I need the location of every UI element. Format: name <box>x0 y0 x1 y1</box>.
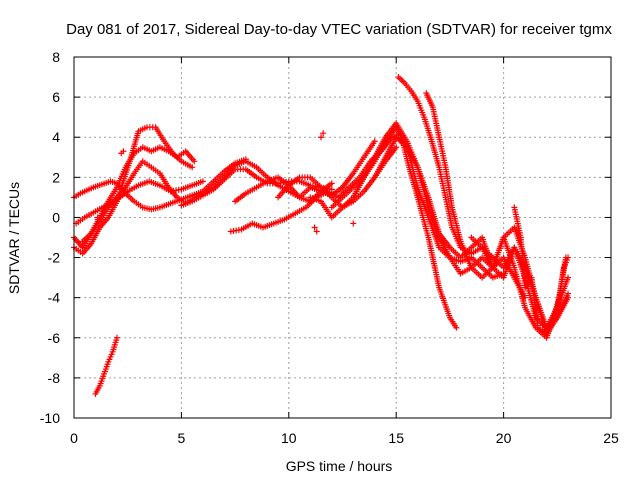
data-point <box>393 144 400 151</box>
plot-frame <box>73 56 612 419</box>
y-tick-label: 2 <box>52 169 60 185</box>
data-point <box>320 130 327 137</box>
series-track-8 <box>210 138 378 201</box>
data-point <box>371 138 378 145</box>
data-point <box>189 164 196 171</box>
data-point <box>199 178 206 185</box>
x-tick-label: 0 <box>70 430 78 446</box>
grid-lines <box>74 57 611 418</box>
y-tick-label: 8 <box>52 49 60 65</box>
series-track-17 <box>423 90 572 337</box>
series-track-15 <box>393 134 572 341</box>
data-point <box>565 254 572 261</box>
data-point <box>311 224 318 231</box>
x-tick-label: 25 <box>603 430 619 446</box>
y-tick-label: 4 <box>52 129 60 145</box>
y-tick-label: -6 <box>48 330 61 346</box>
chart-title: Day 081 of 2017, Sidereal Day-to-day VTE… <box>66 21 612 38</box>
data-points <box>71 74 572 397</box>
series-track-19 <box>511 204 572 337</box>
data-point <box>120 148 127 155</box>
y-tick-label: -10 <box>40 410 60 426</box>
data-point <box>318 134 325 141</box>
y-axis-label: SDTVAR / TECUs <box>6 182 22 294</box>
data-point <box>113 334 120 341</box>
series-track-6 <box>92 334 120 397</box>
data-point <box>350 220 357 227</box>
x-tick-label: 10 <box>281 430 297 446</box>
series-outliers <box>94 130 357 235</box>
data-point <box>94 216 101 223</box>
y-tick-label: -4 <box>48 290 61 306</box>
axis-ticks <box>73 56 612 419</box>
x-tick-label: 5 <box>178 430 186 446</box>
y-tick-label: -8 <box>48 370 61 386</box>
data-point <box>565 294 572 301</box>
tick-labels: 0 5 10 15 20 25 -10 -8 -6 -4 -2 0 2 4 6 8 <box>40 49 619 446</box>
data-point <box>191 158 198 165</box>
x-tick-label: 20 <box>496 430 512 446</box>
data-point <box>313 228 320 235</box>
series-track-14 <box>371 134 460 331</box>
y-tick-label: 0 <box>52 209 60 225</box>
data-point <box>565 274 572 281</box>
y-tick-label: 6 <box>52 89 60 105</box>
x-axis-label: GPS time / hours <box>286 458 393 474</box>
data-point <box>328 180 335 187</box>
y-tick-label: -2 <box>48 250 61 266</box>
data-point <box>453 324 460 331</box>
x-tick-label: 15 <box>388 430 404 446</box>
